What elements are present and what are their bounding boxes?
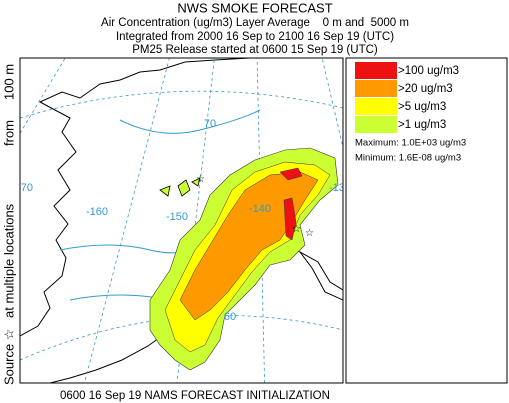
map: ☆ ☆ ☆ 70 -170 -160 -150 -140 -130 60 bbox=[11, 58, 351, 383]
legend-swatch bbox=[355, 80, 397, 97]
grid-label: -130 bbox=[329, 182, 351, 194]
side-label-part: Source ☆ bbox=[1, 329, 16, 385]
legend-label: >1 ug/m3 bbox=[398, 119, 446, 131]
maximum: Maximum: 1.0E+03 ug/m3 bbox=[355, 138, 466, 149]
title: NWS SMOKE FORECAST bbox=[177, 0, 332, 15]
legend: >100 ug/m3 >20 ug/m3 >5 ug/m3 >1 ug/m3 bbox=[355, 62, 459, 133]
side-label-part: from bbox=[1, 120, 16, 146]
subtitle: Air Concentration (ug/m3) Layer Average … bbox=[101, 17, 409, 29]
grid-label: -160 bbox=[86, 206, 108, 218]
legend-swatch bbox=[355, 98, 397, 115]
side-label: Source ☆ at multiple locations from 100 m bbox=[1, 64, 16, 385]
legend-label: >100 ug/m3 bbox=[398, 65, 459, 77]
legend-frame bbox=[345, 57, 508, 384]
legend-swatch bbox=[355, 62, 397, 79]
legend-swatch bbox=[355, 116, 397, 133]
grid-label: 60 bbox=[224, 311, 236, 323]
side-label-part: at multiple locations bbox=[1, 203, 16, 318]
subtitle: Integrated from 2000 16 Sep to 2100 16 S… bbox=[116, 31, 394, 43]
minimum: Minimum: 1.6E-08 ug/m3 bbox=[355, 153, 461, 164]
side-label-part: 100 m bbox=[1, 64, 16, 100]
grid-label: -170 bbox=[11, 182, 33, 194]
map-frame bbox=[19, 57, 344, 384]
legend-label: >5 ug/m3 bbox=[398, 101, 446, 113]
grid-label: -140 bbox=[249, 203, 271, 215]
subtitle: PM25 Release started at 0600 15 Sep 19 (… bbox=[132, 44, 378, 56]
legend-label: >20 ug/m3 bbox=[398, 83, 453, 95]
source-star: ☆ bbox=[196, 174, 205, 185]
source-star: ☆ bbox=[305, 228, 314, 239]
grid-label: 70 bbox=[204, 118, 216, 130]
grid-label: -150 bbox=[166, 211, 188, 223]
source-star: ☆ bbox=[292, 224, 301, 235]
footer: 0600 16 Sep 19 NAMS FORECAST INITIALIZAT… bbox=[60, 390, 330, 402]
grid-labels: 70 -170 -160 -150 -140 -130 60 bbox=[11, 118, 351, 323]
